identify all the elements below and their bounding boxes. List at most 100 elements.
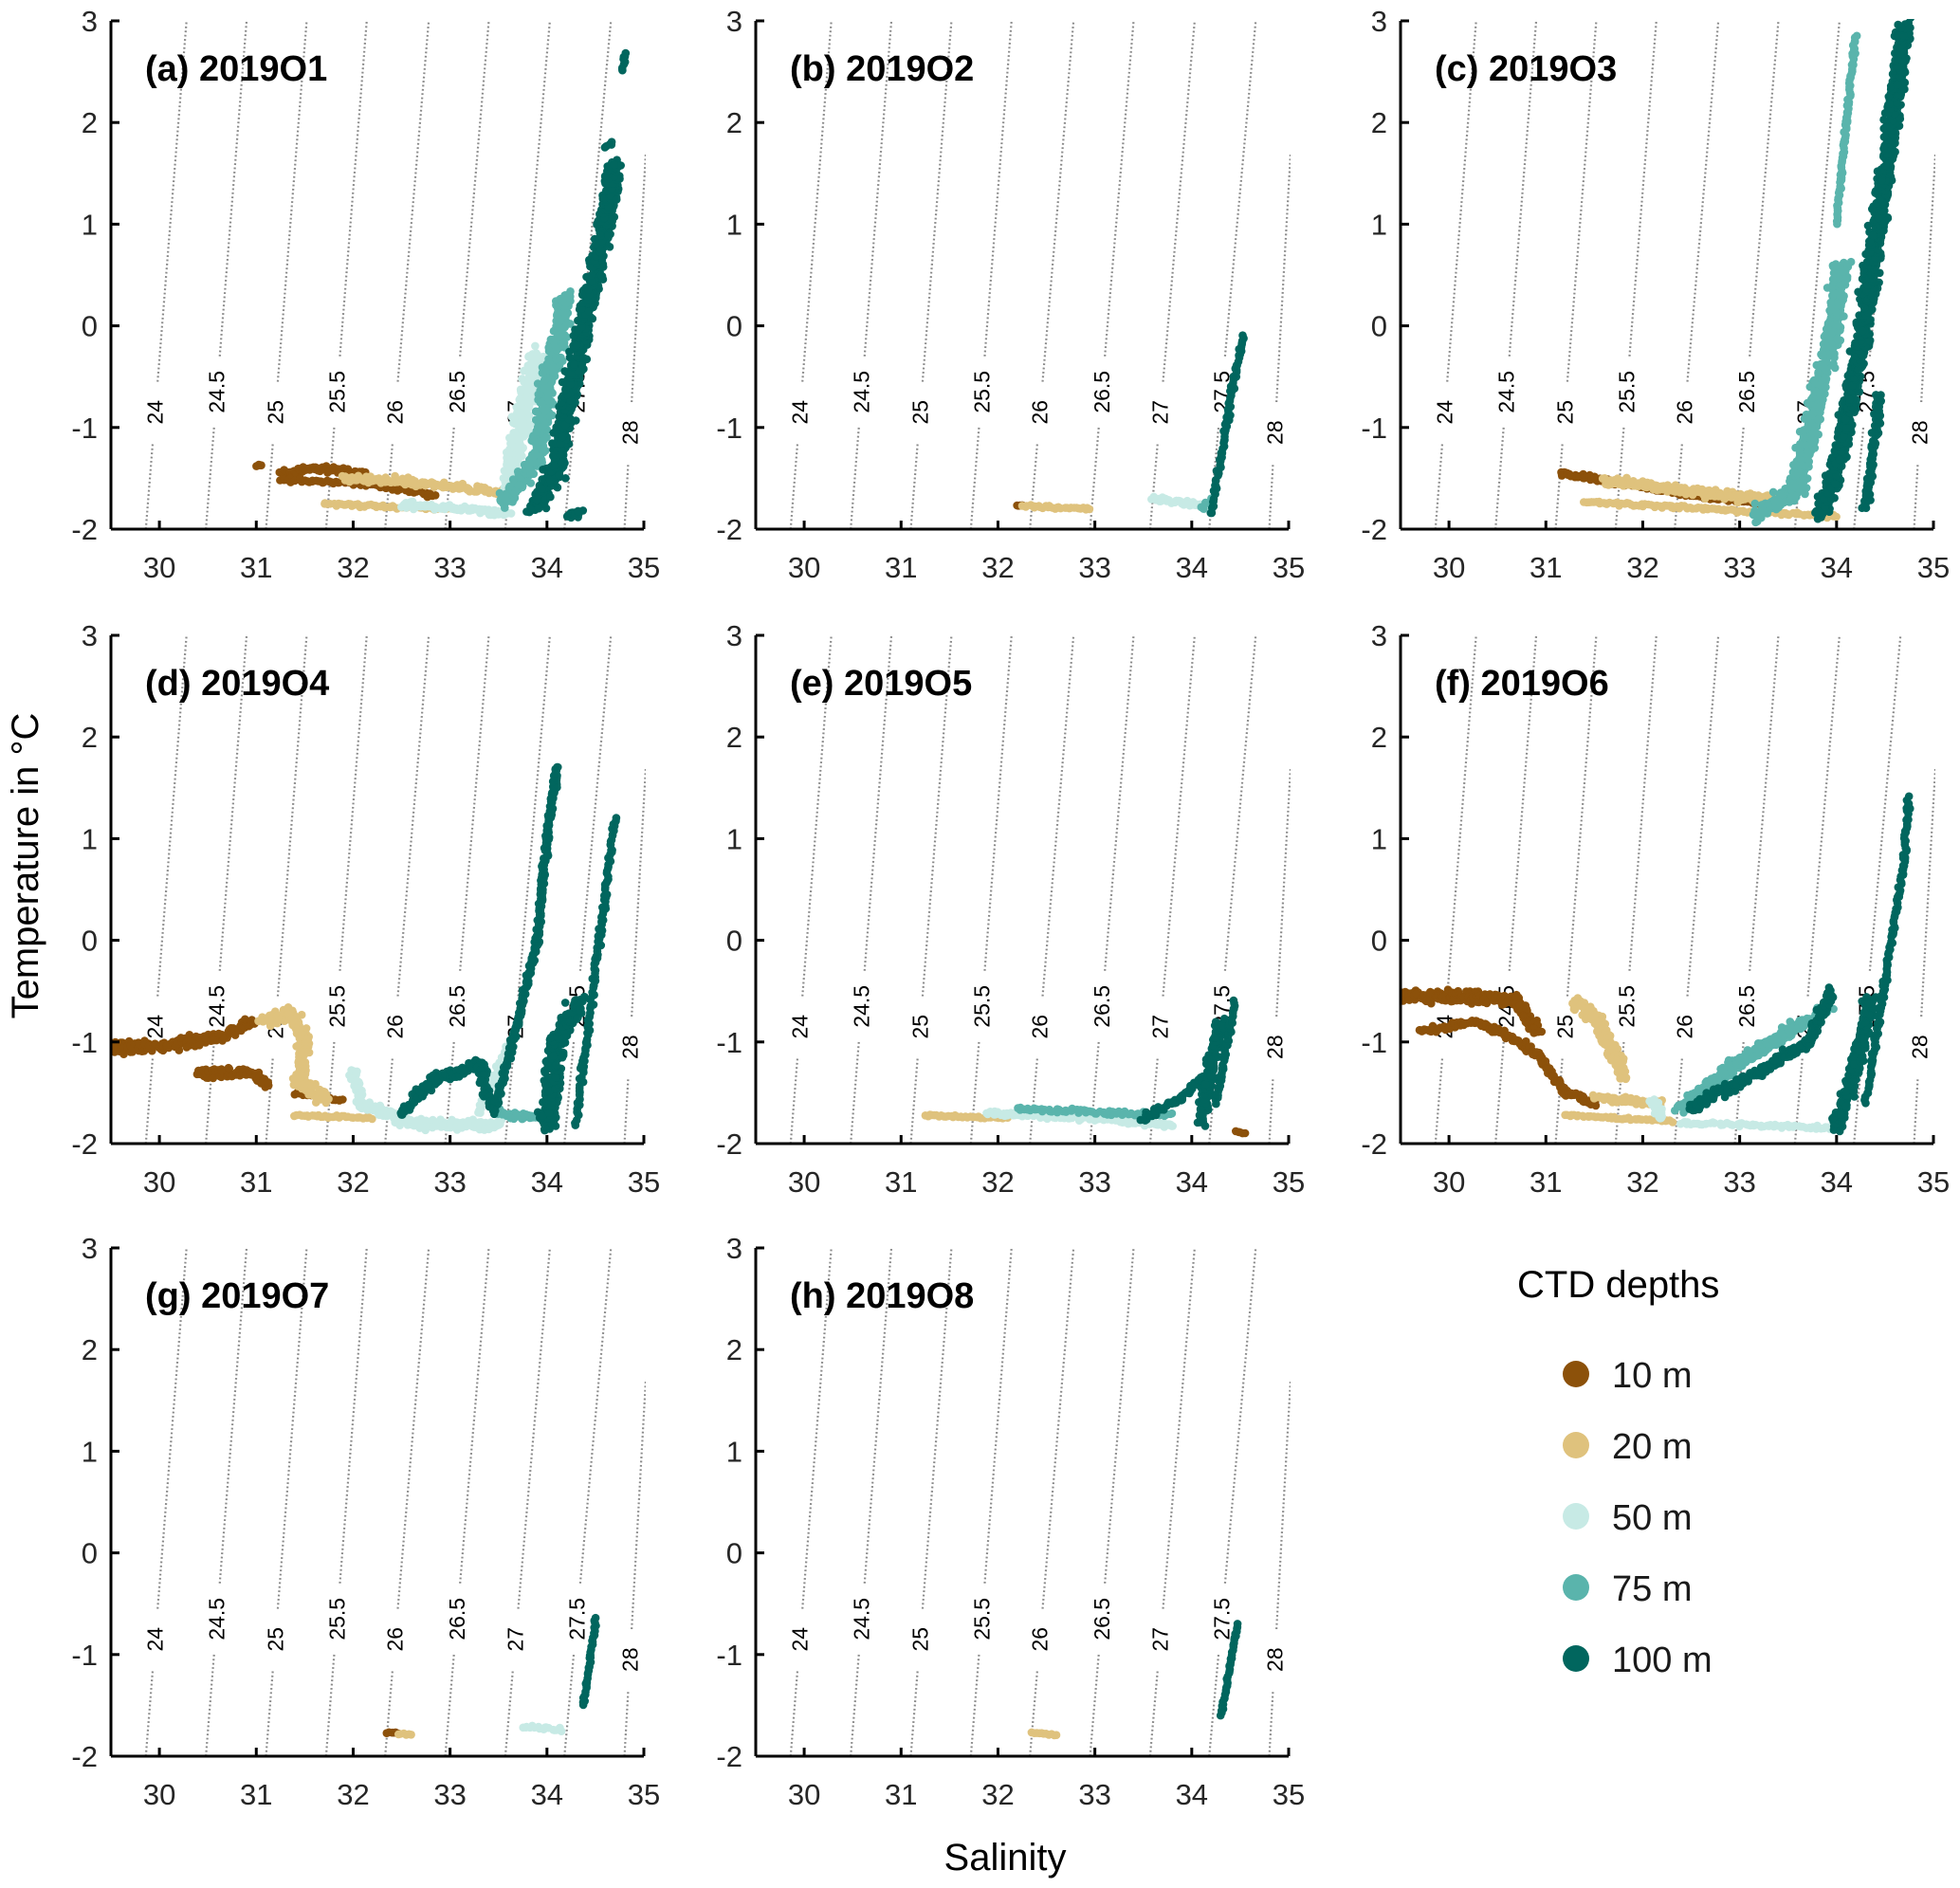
x-tick-label: 33 [1078, 551, 1110, 584]
data-point [505, 482, 514, 491]
isopycnal-lines [789, 20, 1291, 530]
data-point [533, 443, 541, 451]
data-point [1802, 441, 1810, 449]
x-tick-label: 32 [337, 551, 369, 584]
data-point [1878, 175, 1886, 185]
isopycnal-label: 24.5 [850, 371, 874, 413]
isopycnal-label: 27 [1148, 400, 1173, 425]
data-point [1906, 19, 1914, 23]
data-point [1238, 331, 1247, 340]
isopycnal-28-segment [1268, 463, 1274, 530]
data-point [591, 240, 600, 248]
data-point [1832, 512, 1841, 522]
data-point [556, 294, 565, 303]
data-point [257, 461, 266, 470]
isopycnal-label: 26.5 [1090, 371, 1114, 413]
isopycnal-25-segment [1554, 442, 1564, 530]
isopycnal-27-segment [517, 20, 551, 382]
data-point [525, 374, 535, 383]
y-tick-label: -2 [71, 513, 98, 546]
isopycnal-25-segment [265, 1056, 274, 1145]
data-point [616, 161, 625, 170]
isopycnal-label: 25 [263, 400, 287, 425]
isopycnal-label: 25 [907, 400, 932, 425]
data-point [1896, 114, 1905, 123]
isopycnal-27.5-segment [563, 1041, 576, 1145]
y-tick-label: 3 [82, 5, 98, 38]
isopycnal-label: 24.5 [1494, 371, 1519, 413]
isopycnal-24-segment [144, 442, 155, 530]
x-tick-label: 30 [788, 551, 820, 584]
data-point [584, 285, 593, 294]
x-tick-label: 31 [1530, 551, 1562, 584]
isopycnal-27.5-segment [578, 634, 613, 971]
isopycnal-27-segment [1806, 20, 1841, 382]
x-tick-label: 34 [1821, 551, 1853, 584]
data-point [1768, 487, 1778, 497]
data-point [610, 160, 618, 170]
data-point [598, 263, 608, 271]
series-20m [321, 471, 514, 514]
data-point [513, 407, 522, 415]
data-point [1840, 431, 1848, 441]
x-tick-label: 35 [1917, 551, 1950, 584]
isopycnal-label: 28 [617, 1035, 642, 1059]
data-point [1822, 343, 1831, 352]
data-point [1869, 231, 1878, 240]
panel-title: (c) 2019O3 [1435, 49, 1617, 89]
x-tick-label: 35 [1273, 551, 1305, 584]
data-point [1865, 237, 1875, 247]
data-point [597, 272, 607, 281]
data-point [1886, 82, 1896, 91]
series-75m [495, 287, 575, 512]
isopycnal-28-segment [1913, 463, 1919, 530]
y-tick-label: 1 [726, 208, 742, 241]
x-tick-label: 31 [885, 551, 917, 584]
data-point [556, 439, 565, 449]
isopycnal-25-segment [276, 20, 308, 382]
y-tick-label: 2 [82, 106, 98, 139]
y-tick-label: 0 [1371, 310, 1387, 343]
data-point [529, 432, 538, 442]
x-tick-label: 32 [981, 551, 1014, 584]
data-point [214, 1029, 223, 1038]
data-point [1820, 351, 1828, 360]
x-tick-label: 32 [1626, 551, 1658, 584]
panel-title: (b) 2019O2 [790, 49, 974, 89]
data-point [612, 195, 621, 204]
isopycnal-label: 26 [1028, 400, 1053, 425]
isopycnal-24.5-segment [205, 427, 215, 530]
data-point [119, 1050, 128, 1058]
isopycnal-lines [144, 20, 646, 530]
isopycnal-25.5-segment [339, 20, 368, 357]
data-point [444, 482, 453, 490]
x-tick-label: 33 [1723, 551, 1755, 584]
isopycnal-label: 28 [617, 420, 642, 445]
panel-d: 2424.52525.52626.52727.528-2-10123303132… [71, 619, 660, 1199]
isopycnal-label: 25.5 [1614, 371, 1639, 413]
scatter-points [1557, 19, 1914, 527]
data-point [1840, 258, 1848, 267]
isopycnal-label: 25.5 [324, 985, 349, 1028]
data-point [1845, 395, 1854, 404]
isopycnal-25-segment [1566, 20, 1598, 382]
axes [754, 19, 1291, 531]
y-tick-label: 0 [726, 310, 742, 343]
data-point [607, 137, 616, 146]
data-point [552, 301, 560, 310]
data-point [1900, 84, 1909, 94]
isopycnal-26.5-segment [459, 20, 490, 357]
isopycnal-24.5-segment [850, 427, 860, 530]
data-point [621, 48, 631, 58]
data-point [566, 396, 576, 405]
data-point [508, 475, 518, 484]
data-point [1831, 320, 1840, 329]
data-point [584, 307, 594, 316]
isopycnal-24-segment [156, 634, 188, 997]
isopycnal-label: 24 [788, 400, 813, 425]
data-point [1876, 194, 1884, 204]
data-point [566, 380, 576, 389]
isopycnal-25.5-segment [1628, 20, 1658, 357]
data-point [565, 347, 574, 357]
